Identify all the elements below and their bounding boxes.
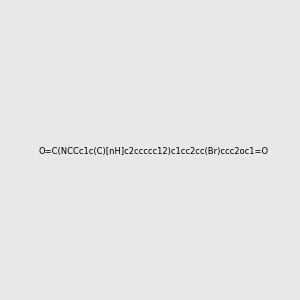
Text: O=C(NCCc1c(C)[nH]c2ccccc12)c1cc2cc(Br)ccc2oc1=O: O=C(NCCc1c(C)[nH]c2ccccc12)c1cc2cc(Br)cc… [39, 147, 269, 156]
